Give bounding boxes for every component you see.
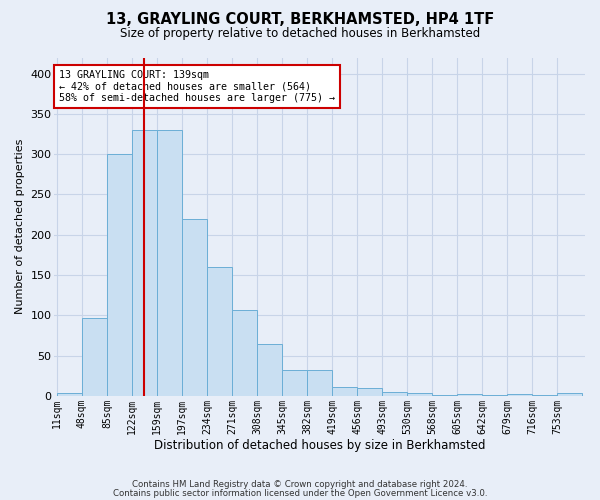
Bar [508, 394, 532, 396]
Text: Size of property relative to detached houses in Berkhamsted: Size of property relative to detached ho… [120, 28, 480, 40]
Bar [557, 394, 583, 396]
Bar [307, 370, 332, 396]
Bar [332, 387, 357, 396]
Bar [482, 395, 508, 396]
Y-axis label: Number of detached properties: Number of detached properties [15, 139, 25, 314]
Bar [282, 370, 307, 396]
Bar [57, 392, 82, 396]
Bar [207, 267, 232, 396]
Bar [182, 218, 207, 396]
Bar [82, 318, 107, 396]
X-axis label: Distribution of detached houses by size in Berkhamsted: Distribution of detached houses by size … [154, 440, 485, 452]
Bar [457, 394, 482, 396]
Text: 13, GRAYLING COURT, BERKHAMSTED, HP4 1TF: 13, GRAYLING COURT, BERKHAMSTED, HP4 1TF [106, 12, 494, 28]
Text: Contains HM Land Registry data © Crown copyright and database right 2024.: Contains HM Land Registry data © Crown c… [132, 480, 468, 489]
Bar [157, 130, 182, 396]
Bar [433, 395, 457, 396]
Bar [257, 344, 282, 396]
Bar [407, 392, 433, 396]
Bar [132, 130, 157, 396]
Bar [107, 154, 132, 396]
Bar [532, 395, 557, 396]
Bar [382, 392, 407, 396]
Text: Contains public sector information licensed under the Open Government Licence v3: Contains public sector information licen… [113, 488, 487, 498]
Bar [357, 388, 382, 396]
Bar [232, 310, 257, 396]
Text: 13 GRAYLING COURT: 139sqm
← 42% of detached houses are smaller (564)
58% of semi: 13 GRAYLING COURT: 139sqm ← 42% of detac… [59, 70, 335, 103]
